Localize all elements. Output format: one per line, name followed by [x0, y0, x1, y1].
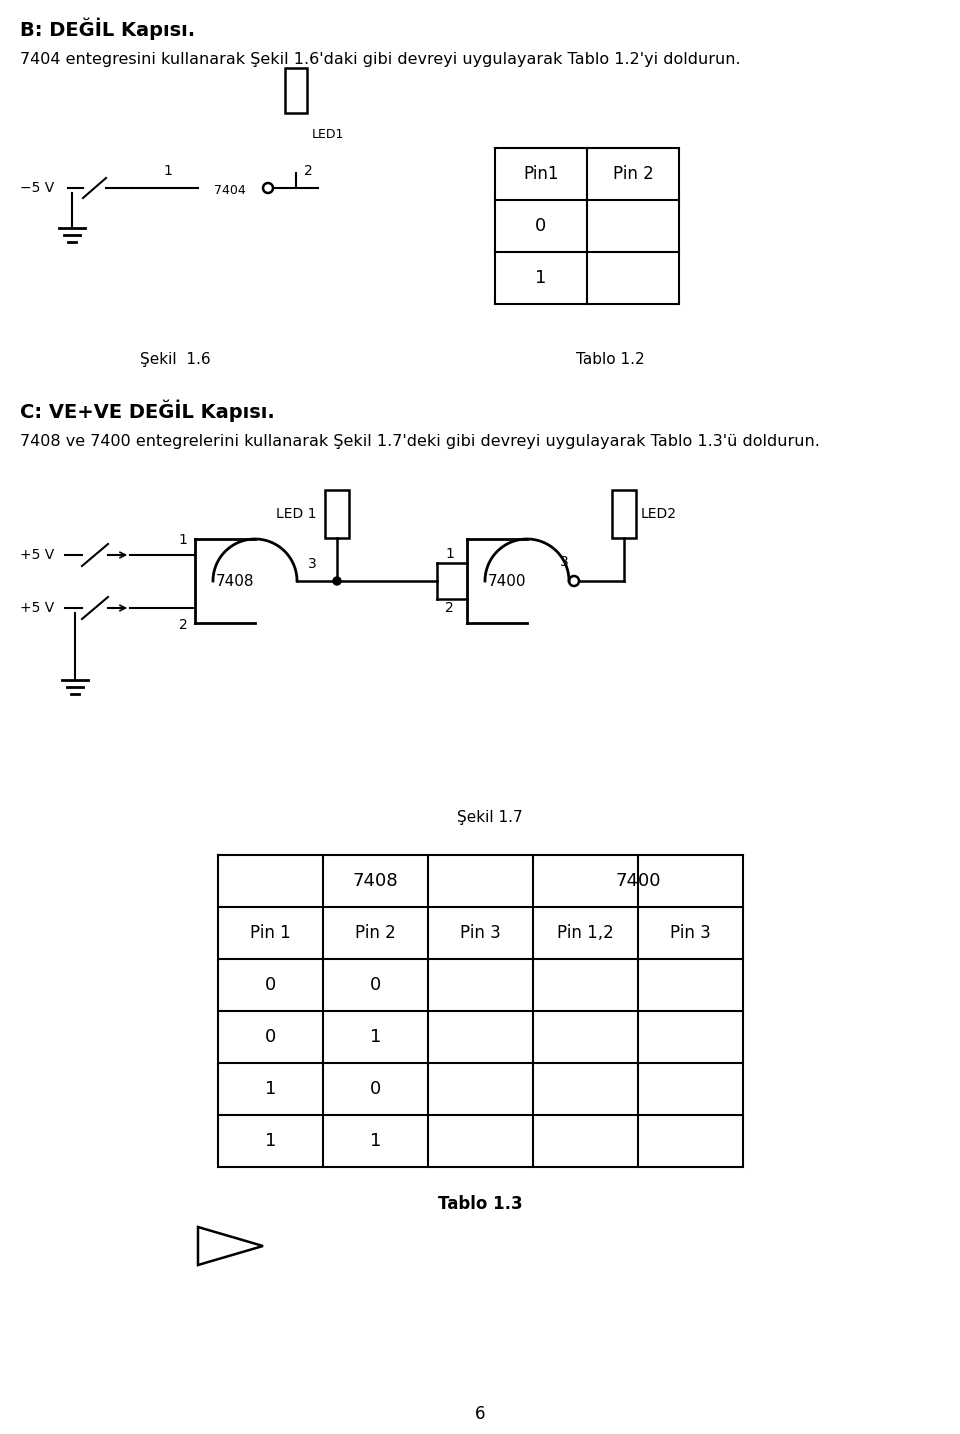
Text: Pin 3: Pin 3	[670, 923, 710, 942]
Text: 1: 1	[179, 533, 187, 546]
Text: LED1: LED1	[312, 129, 345, 142]
Text: Pin1: Pin1	[523, 165, 559, 184]
Text: 7400: 7400	[615, 872, 660, 891]
Text: LED 1: LED 1	[276, 508, 317, 521]
Text: 3: 3	[307, 556, 317, 571]
Text: 7408: 7408	[352, 872, 398, 891]
Text: 1: 1	[265, 1080, 276, 1098]
Text: 0: 0	[370, 977, 381, 994]
Text: 7404 entegresini kullanarak Şekil 1.6'daki gibi devreyi uygulayarak Tablo 1.2'yi: 7404 entegresini kullanarak Şekil 1.6'da…	[20, 52, 740, 67]
Text: +5 V: +5 V	[20, 548, 55, 562]
Text: Tablo 1.3: Tablo 1.3	[438, 1195, 523, 1213]
Bar	[285, 67, 307, 113]
Text: 1: 1	[370, 1131, 381, 1150]
Text: Şekil  1.6: Şekil 1.6	[140, 351, 210, 367]
Text: 1: 1	[370, 1028, 381, 1045]
Text: 0: 0	[536, 217, 546, 235]
Text: 7408 ve 7400 entegrelerini kullanarak Şekil 1.7'deki gibi devreyi uygulayarak Ta: 7408 ve 7400 entegrelerini kullanarak Şe…	[20, 435, 820, 449]
Circle shape	[333, 576, 341, 585]
Text: Pin 1,2: Pin 1,2	[557, 923, 613, 942]
Text: B: DEĞİL Kapısı.: B: DEĞİL Kapısı.	[20, 19, 195, 40]
Text: C: VE+VE DEĞİL Kapısı.: C: VE+VE DEĞİL Kapısı.	[20, 400, 275, 423]
Text: 2: 2	[303, 163, 312, 178]
Text: 2: 2	[179, 618, 187, 632]
Text: 7408: 7408	[216, 574, 254, 588]
Text: 0: 0	[370, 1080, 381, 1098]
Text: −5 V: −5 V	[20, 181, 55, 195]
Text: Pin 3: Pin 3	[460, 923, 501, 942]
Text: Pin 2: Pin 2	[612, 165, 654, 184]
Text: 3: 3	[560, 555, 568, 569]
Text: LED2: LED2	[641, 508, 677, 521]
Text: 1: 1	[536, 270, 546, 287]
Text: +5 V: +5 V	[20, 601, 55, 615]
Text: 2: 2	[445, 601, 454, 615]
Text: 7400: 7400	[488, 574, 526, 588]
Text: Şekil 1.7: Şekil 1.7	[457, 810, 523, 825]
Text: 1: 1	[163, 163, 173, 178]
Text: 1: 1	[445, 546, 454, 561]
Text: 0: 0	[265, 977, 276, 994]
Text: 1: 1	[265, 1131, 276, 1150]
Text: Pin 2: Pin 2	[355, 923, 396, 942]
Text: Pin 1: Pin 1	[251, 923, 291, 942]
Text: 6: 6	[475, 1405, 485, 1423]
Text: Tablo 1.2: Tablo 1.2	[576, 351, 644, 367]
Text: 7404: 7404	[214, 185, 246, 198]
Bar	[325, 490, 349, 538]
Bar	[612, 490, 636, 538]
Text: 0: 0	[265, 1028, 276, 1045]
